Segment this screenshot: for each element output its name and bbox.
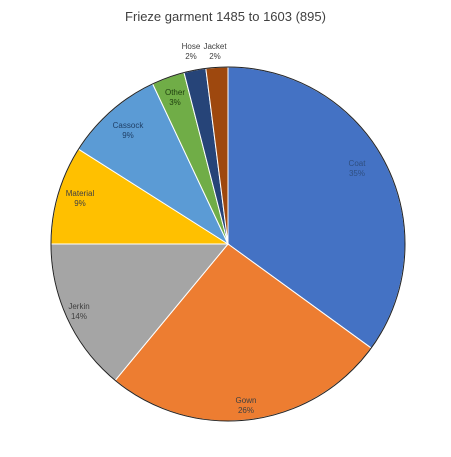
slice-value-jerkin: 14% [71, 312, 87, 321]
pie-outline [50, 66, 406, 422]
slice-label-other: Other [165, 88, 185, 97]
slice-value-material: 9% [74, 199, 86, 208]
slice-label-jerkin: Jerkin [68, 302, 89, 311]
slice-label-cassock: Cassock [113, 121, 145, 130]
slice-value-jacket: 2% [209, 52, 221, 61]
slice-value-cassock: 9% [122, 131, 134, 140]
slice-value-hose: 2% [185, 52, 197, 61]
slice-value-other: 3% [169, 98, 181, 107]
slice-label-coat: Coat [349, 159, 367, 168]
chart-title: Frieze garment 1485 to 1603 (895) [125, 9, 326, 24]
slice-label-jacket: Jacket [203, 42, 227, 51]
slice-label-gown: Gown [236, 396, 257, 405]
slice-label-material: Material [66, 189, 95, 198]
slice-value-coat: 35% [349, 169, 365, 178]
slice-value-gown: 26% [238, 406, 254, 415]
slice-label-hose: Hose [182, 42, 201, 51]
